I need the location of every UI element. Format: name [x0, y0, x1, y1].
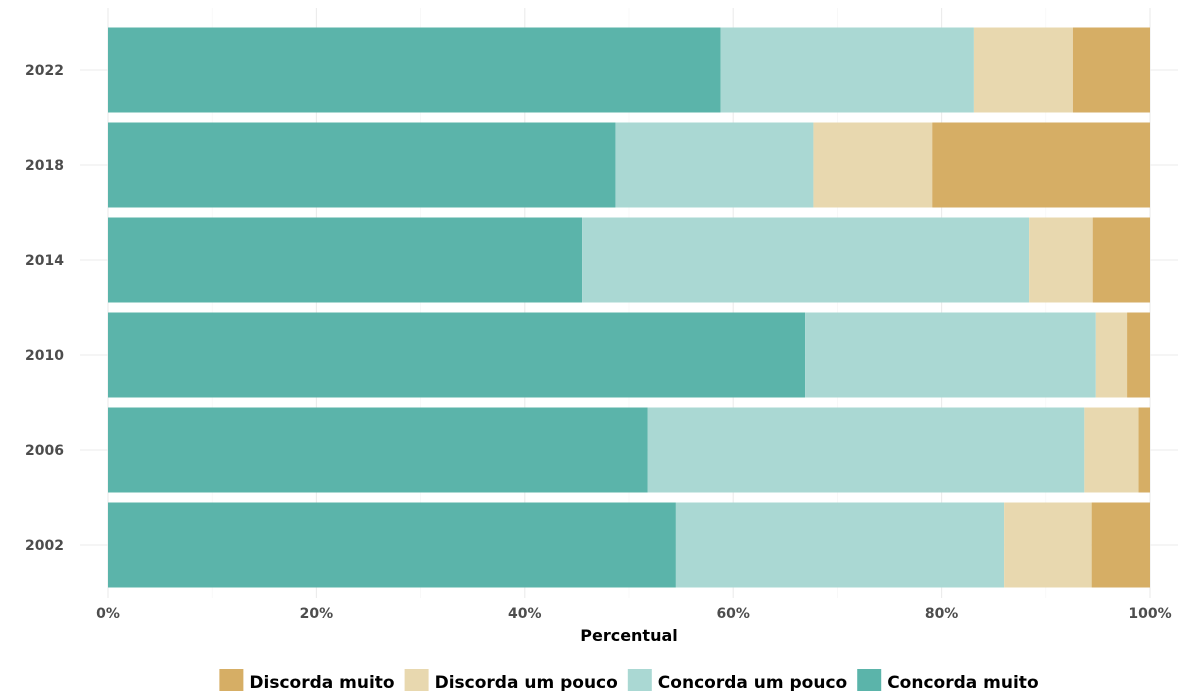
bar-segment: 2006 — Concorda muito: 51.8	[108, 407, 648, 493]
x-tick-label: 80%	[925, 606, 959, 622]
legend-item: Discorda um pouco	[404, 669, 618, 691]
legend-swatch	[857, 669, 882, 691]
x-axis-title: Percentual	[580, 626, 678, 645]
bar-segment: 2010 — Discorda muito: 2.2	[1127, 312, 1150, 398]
bar-segment: 2018 — Discorda muito: 20.9	[932, 122, 1150, 208]
bar-segment: 2022 — Concorda um pouco: 24.3	[720, 27, 974, 113]
bar-segment: 2014 — Concorda muito: 45.5	[108, 217, 583, 303]
bar-segment: 2018 — Concorda um pouco: 19	[615, 122, 814, 208]
legend: Discorda muito Discorda um pouco Concorda …	[219, 669, 1039, 691]
bar-segment: 2002 — Discorda muito: 5.6	[1091, 502, 1150, 588]
legend-item: Concorda muito	[857, 669, 1039, 691]
bar-segment: 2010 — Discorda um pouco: 3	[1095, 312, 1128, 398]
legend-item: Concorda um pouco	[627, 669, 847, 691]
bar-segment: 2010 — Concorda muito: 66.9	[108, 312, 806, 398]
y-tick-label: 2018	[25, 158, 64, 174]
bar-segment: 2018 — Concorda muito: 48.7	[108, 122, 616, 208]
bar-segment: 2002 — Discorda um pouco: 8.4	[1004, 502, 1092, 588]
bar-segment: 2018 — Discorda um pouco: 11.4	[813, 122, 933, 208]
bar-segment: 2006 — Discorda muito: 1.1	[1138, 407, 1150, 493]
bar-segment: 2010 — Concorda um pouco: 27.9	[805, 312, 1096, 398]
bar-segment: 2002 — Concorda um pouco: 31.5	[675, 502, 1005, 588]
y-tick-label: 2014	[25, 253, 64, 269]
bar-segment: 2002 — Concorda muito: 54.5	[108, 502, 676, 588]
bar-segment: 2014 — Concorda um pouco: 42.9	[582, 217, 1030, 303]
bar-segment: 2022 — Discorda muito: 7.4	[1072, 27, 1150, 113]
legend-label: Discorda muito	[249, 673, 394, 691]
legend-label: Discorda um pouco	[435, 673, 618, 691]
legend-swatch	[404, 669, 429, 691]
legend-swatch	[627, 669, 652, 691]
x-tick-label: 20%	[300, 606, 334, 622]
bar-segment: 2022 — Discorda um pouco: 9.5	[973, 27, 1073, 113]
bar-segment: 2014 — Discorda um pouco: 6.1	[1029, 217, 1093, 303]
bar-segment: 2014 — Discorda muito: 5.5	[1092, 217, 1150, 303]
legend-label: Concorda um pouco	[658, 673, 847, 691]
bars: 2022 — Concorda muito: 58.82022 — Concor…	[108, 27, 1150, 588]
y-tick-label: 2010	[25, 348, 64, 364]
x-axis-tick-labels: 0% 20% 40% 60% 80% 100%	[96, 606, 1172, 622]
x-tick-label: 0%	[96, 606, 120, 622]
bar-segment: 2006 — Discorda um pouco: 5.2	[1084, 407, 1139, 493]
x-tick-label: 100%	[1128, 606, 1171, 622]
y-axis-tick-labels: 2022 2018 2014 2010 2006 2002	[25, 63, 64, 554]
y-tick-label: 2022	[25, 63, 64, 79]
y-tick-label: 2002	[25, 538, 64, 554]
bar-segment: 2022 — Concorda muito: 58.8	[108, 27, 721, 113]
legend-swatch	[219, 669, 244, 691]
x-tick-label: 60%	[716, 606, 750, 622]
legend-label: Concorda muito	[887, 673, 1038, 691]
bar-segment: 2006 — Concorda um pouco: 41.9	[647, 407, 1085, 493]
y-tick-label: 2006	[25, 443, 64, 459]
legend-item: Discorda muito	[219, 669, 395, 691]
x-tick-label: 40%	[508, 606, 542, 622]
